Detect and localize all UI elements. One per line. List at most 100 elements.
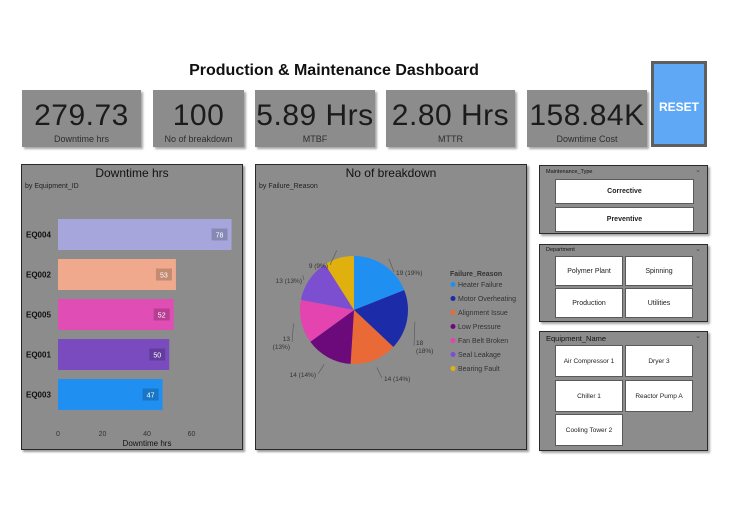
pie-slice [300,264,354,310]
pie-slice [354,290,409,347]
legend-marker [450,324,456,329]
bar-chart-title: Downtime hrs [95,166,169,180]
x-axis-label: Downtime hrs [123,439,172,448]
chevron-down-icon[interactable]: ⌄ [695,246,701,253]
slicer-department: Department ⌄ Polymer Plant Spinning Prod… [539,244,708,322]
chevron-down-icon[interactable]: ⌄ [695,167,701,174]
pie-slice [310,310,354,364]
kpi-label: Downtime hrs [53,134,109,144]
pie-leader-line [291,323,294,343]
pie-leader-line [376,367,383,379]
kpi-value: 279.73 [34,99,129,132]
slicer-option-air-compressor-1[interactable]: Air Compressor 1 [555,345,623,377]
slicer-option-production[interactable]: Production [555,288,623,318]
bar-category-label: EQ005 [26,311,51,320]
bar-category-label: EQ001 [26,351,51,360]
x-tick-label: 40 [143,431,151,438]
slicer-option-reactor-pump-a[interactable]: Reactor Pump A [625,380,693,412]
pie-leader-line [413,321,416,347]
downtime-bar-chart: EQ004 78 EQ002 53 EQ005 52 EQ001 50 EQ003 47 0 20 40… [26,219,232,448]
pie-slice-label: 18 [416,340,424,347]
kpi-value: 158.84K [529,99,645,132]
pie-slice [300,299,354,342]
pie-leader-line [317,364,325,375]
bar [58,259,176,290]
legend-label: Seal Leakage [458,352,501,359]
slicer-option-utilities[interactable]: Utilities [625,288,693,318]
pie-slice-label: 9 (9%) [309,263,328,270]
slicer-title: Department [546,247,575,253]
reset-button[interactable]: RESET [651,61,707,147]
kpi-label: Downtime Cost [556,134,618,144]
slicer-title: Equipment_Name [546,334,607,343]
legend-marker [450,282,456,287]
legend-title: Failure_Reason [450,271,502,278]
pie-slice-label: 19 (19%) [396,270,422,277]
kpi-no-of-breakdown: 100 No of breakdown [153,90,244,147]
kpi-label: MTTR [438,134,463,144]
bar-data-label: 50 [153,353,161,360]
pie-chart-title: No of breakdown [345,166,437,180]
kpi-mtbf: 5.89 Hrs MTBF [255,90,375,147]
slicer-equipment-name: Equipment_Name ⌄ Air Compressor 1 Dryer … [539,331,708,451]
slicer-maintenance-type: Maintenance_Type ⌄ Corrective Preventive [539,165,708,234]
kpi-value: 5.89 Hrs [256,99,374,132]
bar-data-label: 78 [216,233,224,240]
kpi-value: 100 [172,99,225,132]
bar-data-label: 53 [160,273,168,280]
x-tick-label: 60 [188,431,196,438]
legend-label: Heater Failure [458,282,502,289]
breakdown-pie-panel: No of breakdown by Failure_Reason 19 (19… [255,164,527,450]
legend-marker [450,296,456,301]
x-tick-label: 0 [56,431,60,438]
kpi-downtime-cost: 158.84K Downtime Cost [527,90,647,147]
kpi-label: No of breakdown [164,134,233,144]
slicer-option-cooling-tower-2[interactable]: Cooling Tower 2 [555,414,623,446]
legend-label: Alignment Issue [458,310,508,317]
pie-slice-label: 13 (13%) [276,278,302,285]
bar-category-label: EQ002 [26,271,51,280]
x-tick-label: 20 [99,431,107,438]
slicer-option-spinning[interactable]: Spinning [625,256,693,286]
breakdown-pie-chart: 19 (19%) 18(18%) 14 (14%) 14 (14%) 13(13%) 13… [273,250,516,383]
legend-label: Bearing Fault [458,366,500,373]
pie-slice-label: 13 [283,336,291,343]
slicer-option-polymer-plant[interactable]: Polymer Plant [555,256,623,286]
bar-data-label-bg [149,348,166,361]
bar [58,339,170,370]
bar-chart-subtitle: by Equipment_ID [25,183,79,190]
bar-data-label: 52 [158,313,166,320]
bar-data-label-bg [142,388,159,401]
bar-category-label: EQ003 [26,391,51,400]
downtime-bar-panel: Downtime hrs by Equipment_ID EQ004 78 EQ00… [21,164,243,450]
pie-leader-line [388,258,395,273]
kpi-value: 2.80 Hrs [391,99,510,132]
chevron-down-icon[interactable]: ⌄ [695,333,701,340]
legend-label: Low Pressure [458,324,501,331]
slicer-option-corrective[interactable]: Corrective [555,179,694,204]
slicer-option-preventive[interactable]: Preventive [555,207,694,232]
bar [58,299,174,330]
pie-slice-label: 14 (14%) [290,372,316,379]
pie-slice-label: (18%) [416,348,433,355]
bar-data-label-bg [153,308,170,321]
bar-data-label-bg [155,268,172,281]
bar [58,219,232,250]
slicer-option-dryer-3[interactable]: Dryer 3 [625,345,693,377]
bar [58,379,163,410]
slicer-title: Maintenance_Type [546,169,593,175]
bar-category-label: EQ004 [26,231,51,240]
slicer-option-chiller-1[interactable]: Chiller 1 [555,380,623,412]
pie-slice [354,256,405,310]
legend-marker [450,366,456,371]
legend-marker [450,338,456,343]
legend-label: Motor Overheating [458,296,516,303]
dashboard-title: Production & Maintenance Dashboard [189,62,479,79]
pie-chart-subtitle: by Failure_Reason [259,183,318,190]
legend-marker [450,352,456,357]
kpi-label: MTBF [302,134,328,144]
legend-marker [450,310,456,315]
pie-slice [325,256,354,310]
pie-leader-line [302,275,305,281]
kpi-downtime-hrs: 279.73 Downtime hrs [22,90,141,147]
